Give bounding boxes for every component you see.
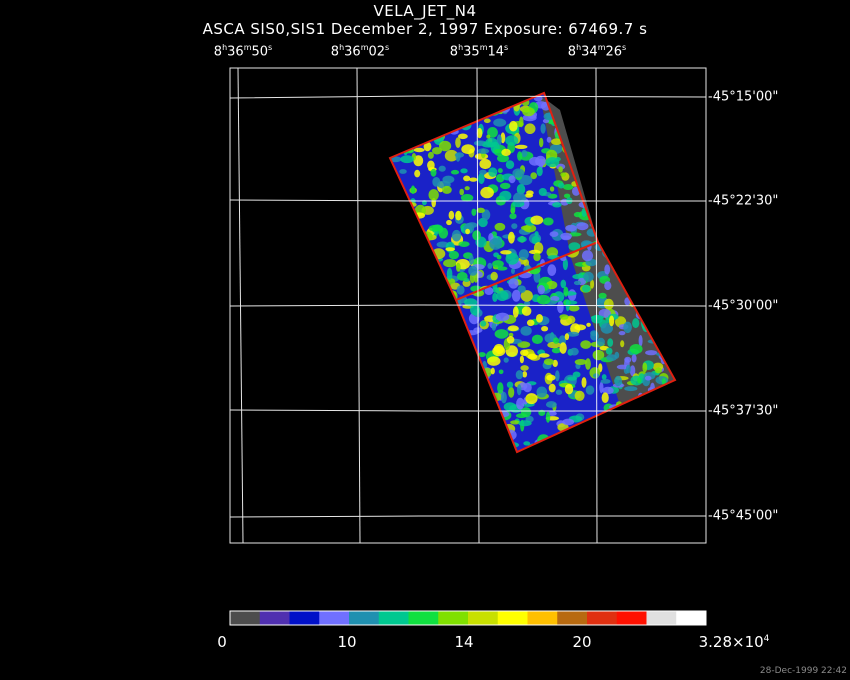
colorbar-label-max: 3.28×104 <box>698 633 770 651</box>
colorbar-label-10: 10 <box>337 633 357 651</box>
colorbar-swatch <box>616 611 647 625</box>
ra-label-1: 8h36m50s <box>213 43 273 60</box>
colorbar-label-14: 14 <box>454 633 474 651</box>
colorbar-swatch <box>676 611 707 625</box>
colorbar-swatch <box>646 611 677 625</box>
colorbar-swatch <box>289 611 320 625</box>
colorbar-swatch <box>259 611 290 625</box>
colorbar-swatch <box>408 611 439 625</box>
timestamp: 28-Dec-1999 22:42 <box>759 666 847 676</box>
colorbar <box>230 611 707 625</box>
colorbar-swatch <box>557 611 588 625</box>
dec-label-4: -45°37'30" <box>708 403 779 419</box>
dec-label-3: -45°30'00" <box>708 298 779 314</box>
colorbar-label-20: 20 <box>572 633 592 651</box>
colorbar-swatch <box>230 611 261 625</box>
coordinate-grid <box>229 67 707 544</box>
dec-label-2: -45°22'30" <box>708 193 779 209</box>
dec-label-1: -45°15'00" <box>708 89 779 105</box>
colorbar-swatch <box>319 611 350 625</box>
ra-label-4: 8h34m26s <box>567 43 627 60</box>
colorbar-swatch <box>497 611 528 625</box>
ra-label-2: 8h36m02s <box>330 43 390 60</box>
colorbar-label-0: 0 <box>217 633 227 651</box>
colorbar-swatch <box>468 611 499 625</box>
colorbar-swatch <box>527 611 558 625</box>
colorbar-swatch <box>587 611 618 625</box>
colorbar-swatch <box>378 611 409 625</box>
dec-label-5: -45°45'00" <box>708 508 779 524</box>
ra-label-3: 8h35m14s <box>449 43 509 60</box>
colorbar-swatch <box>349 611 380 625</box>
image-title: VELA_JET_N4 <box>373 2 477 20</box>
image-subtitle: ASCA SIS0,SIS1 December 2, 1997 Exposure… <box>202 20 648 38</box>
colorbar-swatch <box>438 611 469 625</box>
